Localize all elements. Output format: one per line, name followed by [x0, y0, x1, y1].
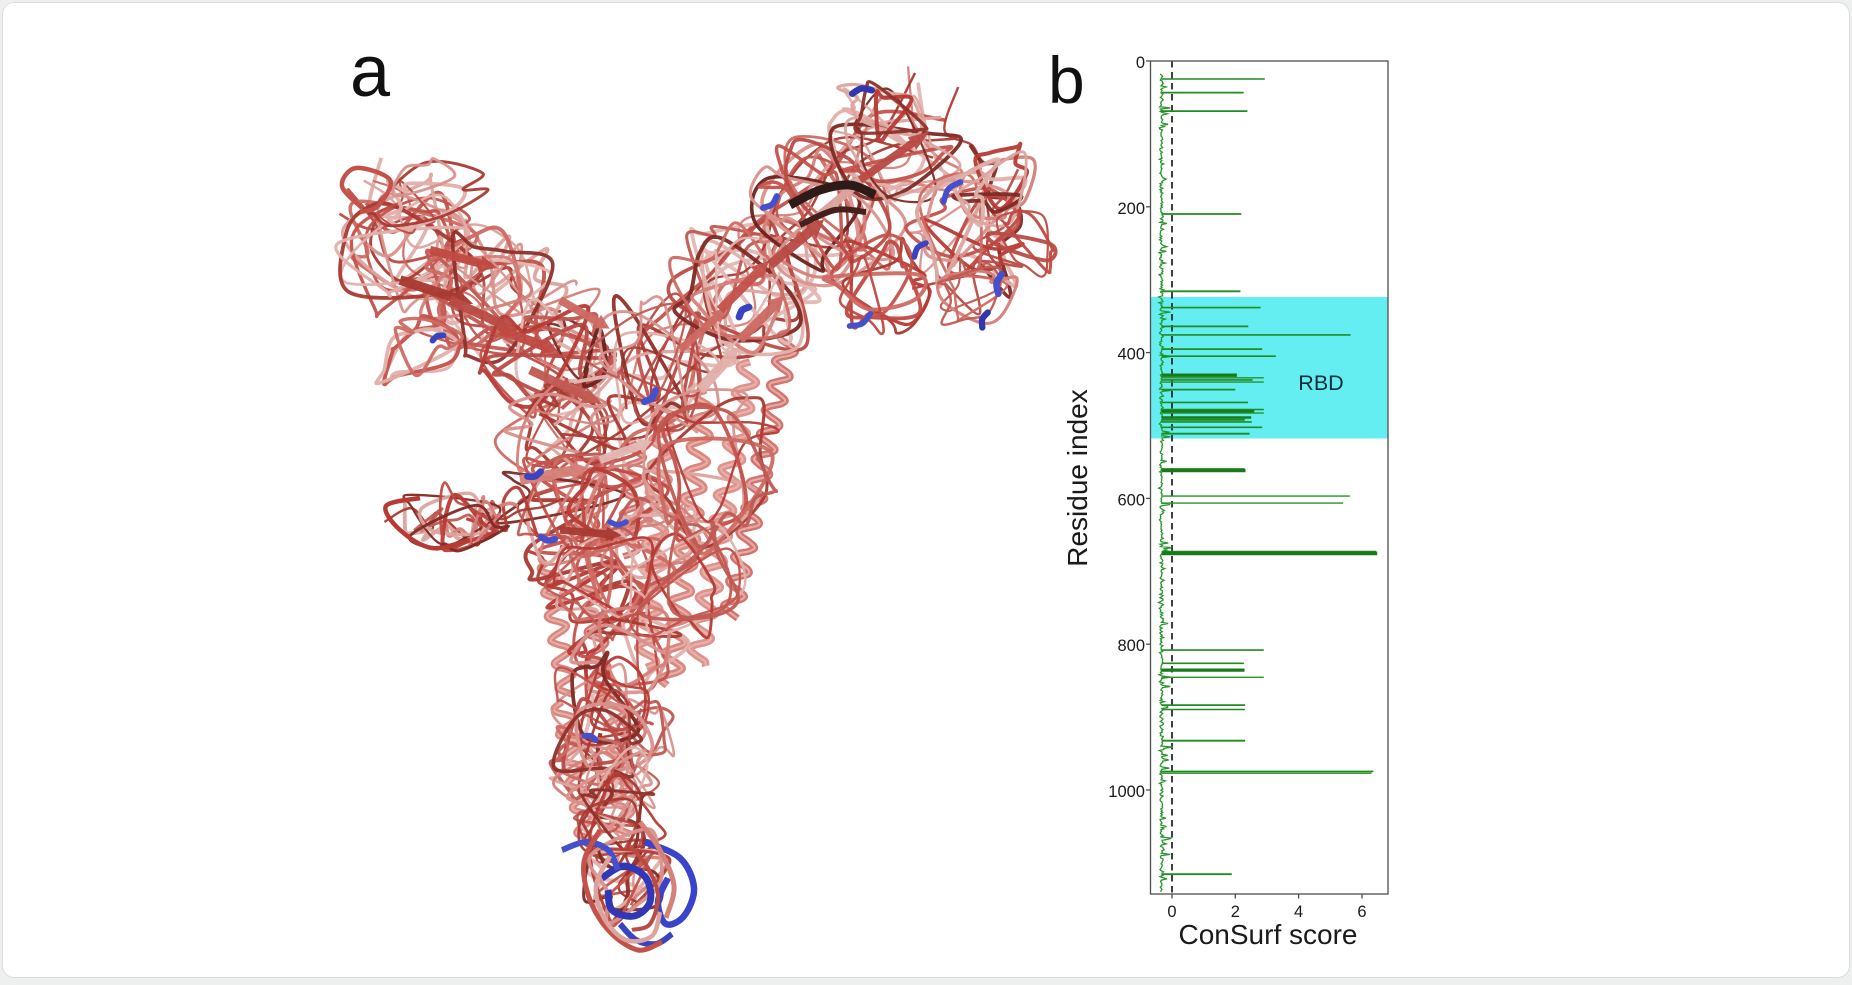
svg-text:400: 400 — [1117, 346, 1145, 364]
svg-text:1000: 1000 — [1108, 783, 1145, 801]
svg-text:a: a — [350, 32, 391, 112]
svg-text:ConSurf score: ConSurf score — [1179, 919, 1358, 950]
svg-text:0: 0 — [1136, 54, 1145, 72]
svg-text:2: 2 — [1231, 903, 1240, 921]
svg-text:RBD: RBD — [1298, 371, 1343, 395]
svg-text:800: 800 — [1117, 637, 1145, 655]
svg-text:600: 600 — [1117, 491, 1145, 509]
svg-text:b: b — [1048, 43, 1085, 117]
svg-text:Residue index: Residue index — [1062, 389, 1093, 566]
svg-text:6: 6 — [1357, 903, 1366, 921]
svg-text:200: 200 — [1117, 200, 1145, 218]
svg-text:0: 0 — [1167, 903, 1176, 921]
svg-text:4: 4 — [1294, 903, 1303, 921]
